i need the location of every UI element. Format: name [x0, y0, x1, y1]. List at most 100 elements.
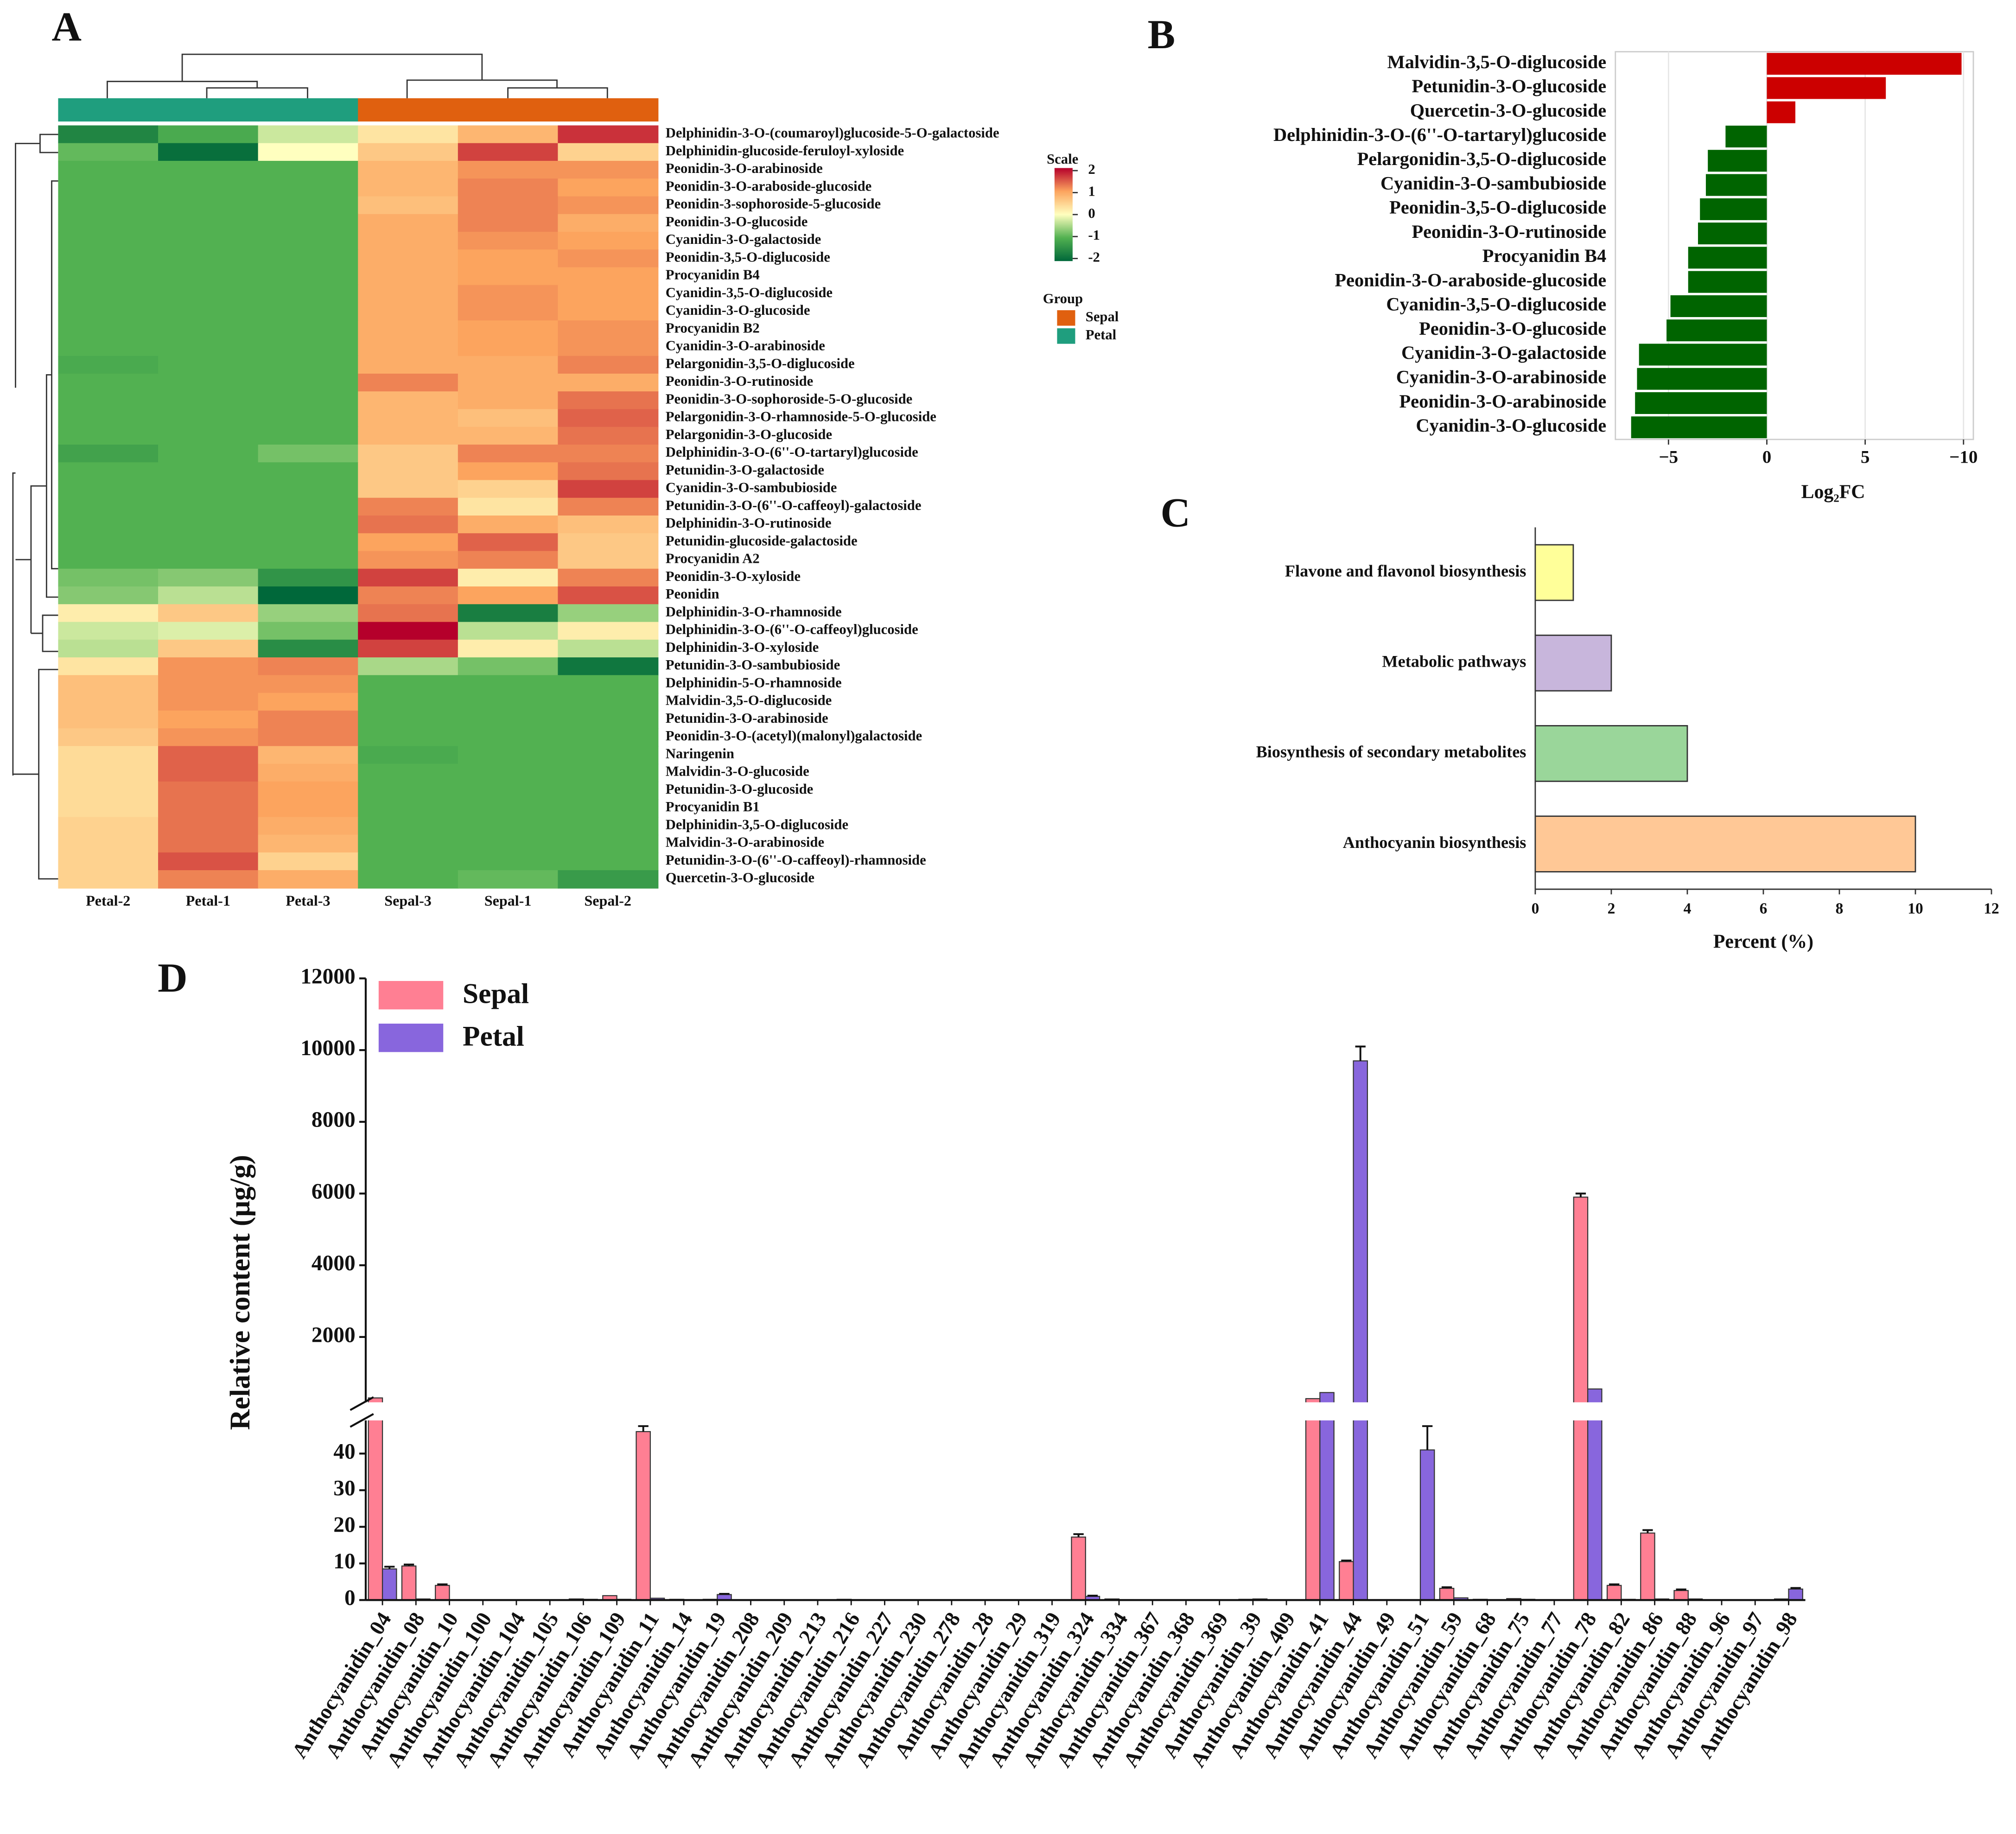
column-label: Sepal-2 [584, 892, 631, 909]
heatmap-cell [58, 214, 159, 233]
heatmap-cell [58, 710, 159, 729]
row-label: Procyanidin B4 [666, 267, 760, 283]
heatmap-cell [358, 604, 459, 623]
heatmap-cell [158, 143, 259, 162]
heatmap-cell [458, 852, 559, 871]
heatmap-cell [458, 427, 559, 446]
heatmap-cell [158, 285, 259, 304]
bar [1767, 77, 1886, 99]
heatmap-cell [158, 675, 259, 694]
heatmap-cell [58, 143, 159, 162]
heatmap-cell [458, 143, 559, 162]
bar [1637, 368, 1767, 390]
heatmap-cell [358, 622, 459, 641]
bar [1673, 1590, 1689, 1601]
heatmap-cell [158, 249, 259, 268]
heatmap-cell [258, 391, 359, 410]
legend-label: Sepal [1086, 309, 1119, 325]
row-label: Malvidin-3,5-O-diglucoside [666, 693, 832, 708]
bar [1700, 198, 1767, 220]
column-label: Sepal-3 [384, 892, 431, 909]
legend-label: Petal [463, 1021, 524, 1052]
error-bar [1355, 1045, 1366, 1061]
heatmap-cell [158, 320, 259, 339]
heatmap-cell [358, 356, 459, 375]
heatmap-cell [258, 338, 359, 357]
row-label: Delphinidin-3-O-(coumaroyl)glucoside-5-O… [666, 125, 999, 141]
row-label: Petunidin-3-O-(6''-O-caffeoyl)-rhamnosid… [666, 852, 926, 868]
heatmap-cell [358, 746, 459, 764]
heatmap-cell [258, 302, 359, 321]
heatmap-cell [458, 675, 559, 694]
heatmap-cell [58, 834, 159, 853]
heatmap-cell [358, 267, 459, 286]
heatmap-cell [158, 693, 259, 712]
error-bar [1087, 1594, 1098, 1597]
heatmap-cell [258, 728, 359, 747]
heatmap-cell [458, 568, 559, 587]
heatmap-cell [358, 409, 459, 428]
heatmap-cell [58, 480, 159, 499]
heatmap-cell [158, 533, 259, 552]
heatmap-cell [358, 870, 459, 889]
heatmap-cell [258, 214, 359, 233]
row-label: Petunidin-3-O-sambubioside [666, 657, 840, 673]
x-tick-label: 12 [1984, 900, 1999, 917]
heatmap-cell [358, 852, 459, 871]
color-scale [1054, 168, 1073, 261]
row-label: Peonidin-3-O-arabinoside [666, 160, 823, 176]
heatmap-cell [258, 143, 359, 162]
heatmap-cell [458, 391, 559, 410]
y-tick-label: Peonidin-3-O-rutinoside [1412, 221, 1606, 242]
heatmap-cell [558, 799, 659, 818]
heatmap-cell [258, 480, 359, 499]
error-bar [1575, 1192, 1586, 1197]
heatmap-cell [358, 427, 459, 446]
x-axis-label: Percent (%) [1713, 931, 1813, 953]
heatmap-cell [258, 249, 359, 268]
heatmap-cell [58, 285, 159, 304]
heatmap-cell [58, 178, 159, 197]
heatmap-cell [158, 391, 259, 410]
heatmap-cell [358, 675, 459, 694]
heatmap-cell [558, 622, 659, 641]
error-bar [1341, 1560, 1352, 1562]
heatmap-cell [558, 231, 659, 250]
row-label: Peonidin-3-O-glucoside [666, 214, 808, 229]
heatmap-cell [458, 728, 559, 747]
row-label: Cyanidin-3-O-sambubioside [666, 480, 837, 496]
heatmap-cell [558, 160, 659, 179]
heatmap-cell [258, 285, 359, 304]
row-label: Peonidin [666, 586, 719, 602]
heatmap-cell [258, 764, 359, 783]
scale-tick-label: -2 [1088, 249, 1100, 265]
heatmap-cell [358, 196, 459, 215]
heatmap-cell [458, 125, 559, 144]
row-label: Cyanidin-3-O-arabinoside [666, 338, 825, 354]
y-tick-label: Quercetin-3-O-glucoside [1410, 100, 1606, 121]
heatmap-cell [558, 196, 659, 215]
heatmap-cell [558, 125, 659, 144]
heatmap-cell [558, 249, 659, 268]
row-label: Delphinidin-3-O-(6''-O-tartaryl)glucosid… [666, 444, 918, 460]
bar [1419, 1449, 1435, 1601]
heatmap-cell [358, 160, 459, 179]
heatmap-cell [558, 444, 659, 463]
heatmap-cell [558, 285, 659, 304]
legend-swatch [1057, 310, 1075, 326]
row-label: Pelargonidin-3-O-rhamnoside-5-O-glucosid… [666, 409, 936, 425]
row-label: Procyanidin A2 [666, 551, 760, 567]
error-bar [1609, 1583, 1620, 1586]
row-label: Delphinidin-3-O-(6''-O-caffeoyl)glucosid… [666, 622, 918, 637]
heatmap-cell [158, 746, 259, 764]
legend-label: Sepal [463, 978, 529, 1010]
error-bar [1441, 1586, 1452, 1589]
heatmap-cell [58, 196, 159, 215]
y-tick-label: Cyanidin-3-O-sambubioside [1380, 172, 1606, 193]
heatmap-cell [358, 320, 459, 339]
heatmap-cell [558, 143, 659, 162]
heatmap-cell [58, 781, 159, 800]
heatmap-cell [558, 391, 659, 410]
y-tick-label: 10 [333, 1549, 355, 1573]
